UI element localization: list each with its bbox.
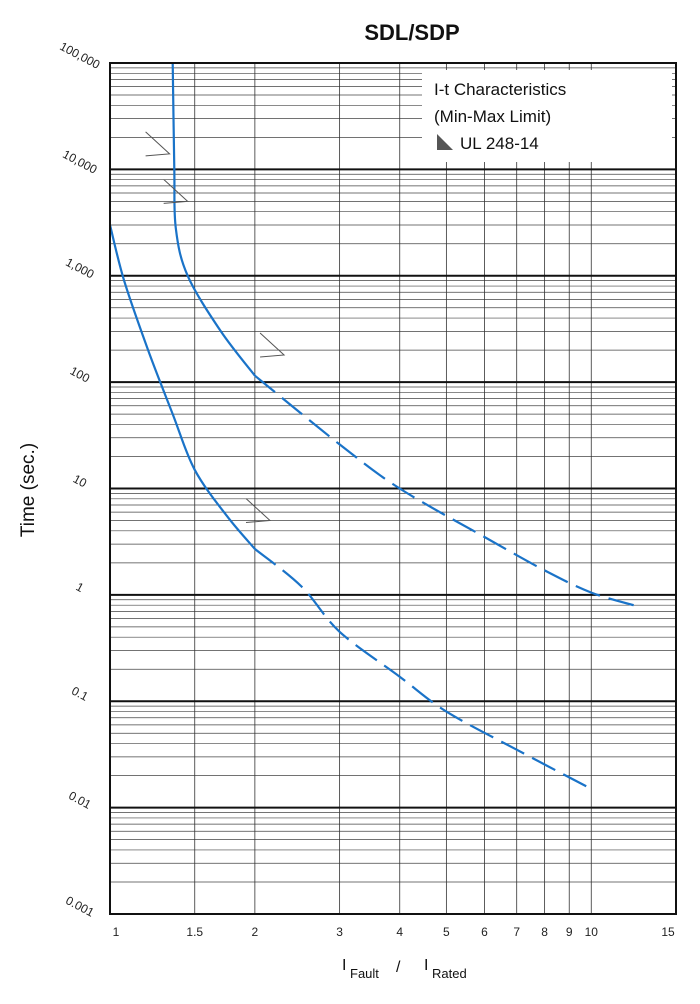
y-tick-label: 0.001 <box>63 893 96 920</box>
x-label-numerator: Fault <box>350 966 379 981</box>
plot-frame <box>109 62 677 915</box>
series-max-solid <box>171 62 256 377</box>
x-label-denominator: Rated <box>432 966 467 981</box>
series-max-dashed <box>254 374 639 608</box>
x-tick-label: 15 <box>661 925 675 939</box>
y-tick-labels: 0.001 0.01 0.1 1 10 100 1,000 10,000 100,000 <box>57 39 102 920</box>
series-min-dashed <box>254 548 592 790</box>
series-layer <box>108 62 639 790</box>
y-tick-label: 0.01 <box>66 788 93 811</box>
x-tick-label: 6 <box>481 925 488 939</box>
x-tick-label: 3 <box>336 925 343 939</box>
x-label-prefix-1: I <box>342 957 346 974</box>
y-tick-label: 10 <box>71 472 90 491</box>
x-tick-label: 8 <box>541 925 548 939</box>
x-tick-label: 1.5 <box>186 925 203 939</box>
ul-marker <box>145 131 171 157</box>
legend-line-2: (Min-Max Limit) <box>434 107 551 126</box>
ul-marker <box>259 332 286 358</box>
legend-box <box>422 70 672 162</box>
minor-grid <box>110 63 676 914</box>
x-tick-label: 9 <box>566 925 573 939</box>
legend-symbol-label: UL 248-14 <box>460 134 539 153</box>
x-tick-label: 1 <box>113 925 120 939</box>
y-tick-label: 1 <box>74 580 87 596</box>
x-tick-label: 7 <box>513 925 520 939</box>
x-tick-label: 4 <box>396 925 403 939</box>
y-tick-label: 100 <box>68 364 93 386</box>
chart-title: SDL/SDP <box>364 20 459 45</box>
x-tick-labels: 1 1.5 2 3 4 5 6 7 8 9 10 15 <box>113 925 675 939</box>
x-axis-label: I Fault / I Rated <box>342 957 467 981</box>
y-tick-label: 10,000 <box>60 147 99 177</box>
y-axis-label: Time (sec.) <box>18 443 39 537</box>
x-tick-label: 2 <box>252 925 259 939</box>
x-label-prefix-2: I <box>424 957 428 974</box>
legend: I-t Characteristics (Min-Max Limit) UL 2… <box>422 70 672 162</box>
x-tick-label: 5 <box>443 925 450 939</box>
ul-marker <box>245 498 272 524</box>
y-tick-label: 0.1 <box>69 684 91 704</box>
x-label-separator: / <box>396 959 401 976</box>
ul-marker <box>163 179 189 204</box>
x-tick-label: 10 <box>585 925 599 939</box>
y-tick-label: 1,000 <box>63 255 96 282</box>
ul-markers <box>145 131 286 524</box>
ul-symbol-icon <box>437 134 453 150</box>
y-tick-label: 100,000 <box>57 39 102 72</box>
legend-line-1: I-t Characteristics <box>434 80 566 99</box>
series-min-solid <box>108 224 256 550</box>
